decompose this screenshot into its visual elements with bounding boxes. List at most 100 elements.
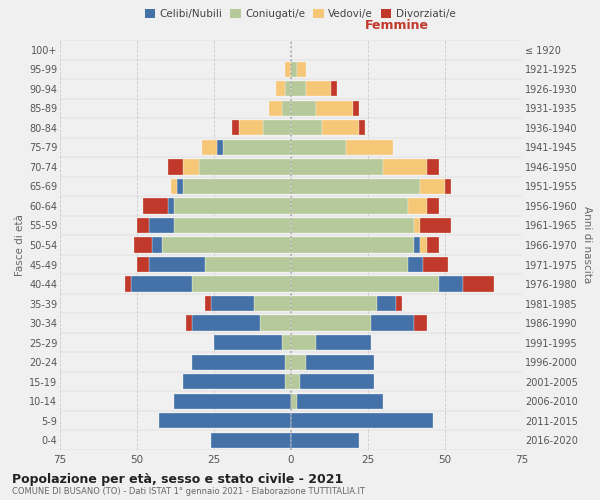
Bar xyxy=(193,316,260,330)
Bar xyxy=(331,81,337,96)
Bar xyxy=(149,257,205,272)
Bar xyxy=(396,296,402,311)
Bar xyxy=(291,296,377,311)
Bar xyxy=(263,120,291,136)
Bar xyxy=(137,257,149,272)
Bar xyxy=(291,100,316,116)
Bar xyxy=(291,354,307,370)
Bar xyxy=(445,179,451,194)
Bar xyxy=(427,198,439,214)
Bar xyxy=(177,179,183,194)
Bar xyxy=(439,276,463,291)
Bar xyxy=(291,394,297,409)
Bar xyxy=(158,413,291,428)
Bar xyxy=(205,257,291,272)
Y-axis label: Anni di nascita: Anni di nascita xyxy=(582,206,592,284)
Text: Femmine: Femmine xyxy=(365,19,429,32)
Bar xyxy=(211,432,291,448)
Bar xyxy=(193,276,291,291)
Bar xyxy=(152,238,161,252)
Bar xyxy=(463,276,494,291)
Bar xyxy=(282,100,291,116)
Bar xyxy=(168,160,183,174)
Bar xyxy=(414,238,421,252)
Bar xyxy=(424,257,448,272)
Legend: Celibi/Nubili, Coniugati/e, Vedovi/e, Divorziati/e: Celibi/Nubili, Coniugati/e, Vedovi/e, Di… xyxy=(140,5,460,24)
Bar xyxy=(174,198,291,214)
Bar xyxy=(134,238,152,252)
Bar xyxy=(291,276,439,291)
Bar xyxy=(285,374,291,390)
Bar xyxy=(408,198,427,214)
Bar xyxy=(199,160,291,174)
Bar xyxy=(171,179,177,194)
Bar xyxy=(183,179,291,194)
Bar xyxy=(291,218,414,233)
Bar xyxy=(168,198,174,214)
Bar xyxy=(137,218,149,233)
Bar xyxy=(291,432,359,448)
Bar xyxy=(300,374,374,390)
Bar xyxy=(297,394,383,409)
Bar xyxy=(125,276,131,291)
Bar xyxy=(427,238,439,252)
Text: Popolazione per età, sesso e stato civile - 2021: Popolazione per età, sesso e stato civil… xyxy=(12,472,343,486)
Bar xyxy=(291,374,300,390)
Bar xyxy=(291,62,297,77)
Bar xyxy=(282,335,291,350)
Bar xyxy=(186,316,193,330)
Bar xyxy=(421,218,451,233)
Bar xyxy=(421,238,427,252)
Bar xyxy=(359,120,365,136)
Bar xyxy=(291,335,316,350)
Bar xyxy=(307,354,374,370)
Bar xyxy=(414,316,427,330)
Bar xyxy=(414,218,421,233)
Bar xyxy=(421,179,445,194)
Bar xyxy=(383,160,427,174)
Bar xyxy=(183,160,199,174)
Bar xyxy=(285,81,291,96)
Bar xyxy=(291,257,408,272)
Bar xyxy=(291,140,346,155)
Bar xyxy=(183,374,285,390)
Bar xyxy=(291,413,433,428)
Bar xyxy=(408,257,424,272)
Bar xyxy=(149,218,174,233)
Bar xyxy=(193,354,285,370)
Bar xyxy=(217,140,223,155)
Bar xyxy=(269,100,282,116)
Bar xyxy=(131,276,193,291)
Bar xyxy=(205,296,211,311)
Bar xyxy=(232,120,239,136)
Bar xyxy=(260,316,291,330)
Bar xyxy=(285,354,291,370)
Bar xyxy=(275,81,285,96)
Text: COMUNE DI BUSANO (TO) - Dati ISTAT 1° gennaio 2021 - Elaborazione TUTTITALIA.IT: COMUNE DI BUSANO (TO) - Dati ISTAT 1° ge… xyxy=(12,488,365,496)
Bar xyxy=(285,62,291,77)
Bar xyxy=(174,218,291,233)
Bar xyxy=(239,120,263,136)
Bar xyxy=(291,81,307,96)
Bar xyxy=(161,238,291,252)
Bar xyxy=(291,198,408,214)
Bar xyxy=(291,120,322,136)
Bar xyxy=(291,179,421,194)
Bar xyxy=(427,160,439,174)
Bar xyxy=(291,316,371,330)
Bar xyxy=(291,160,383,174)
Bar xyxy=(353,100,359,116)
Bar xyxy=(211,296,254,311)
Bar xyxy=(377,296,396,311)
Bar xyxy=(297,62,307,77)
Bar xyxy=(214,335,282,350)
Y-axis label: Fasce di età: Fasce di età xyxy=(14,214,25,276)
Bar xyxy=(307,81,331,96)
Bar xyxy=(322,120,359,136)
Bar xyxy=(291,238,414,252)
Bar xyxy=(174,394,291,409)
Bar xyxy=(371,316,414,330)
Bar xyxy=(316,335,371,350)
Bar xyxy=(223,140,291,155)
Bar xyxy=(202,140,217,155)
